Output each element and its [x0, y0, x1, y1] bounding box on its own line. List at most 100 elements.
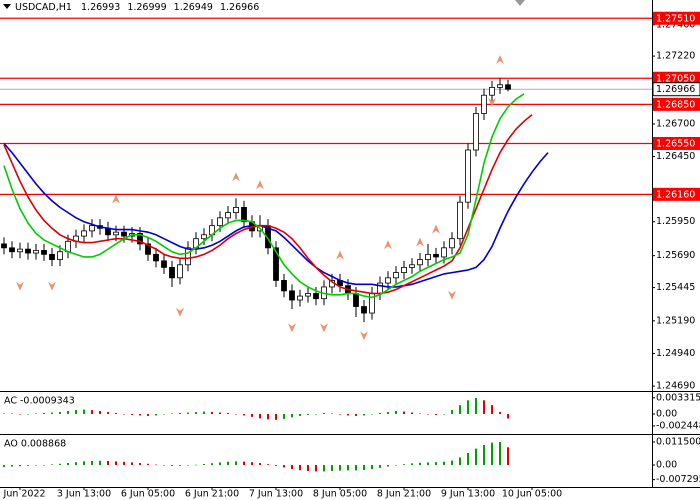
fractal-down [360, 331, 368, 341]
candle-body [137, 233, 143, 245]
indicator-bar [19, 413, 21, 415]
symbol-menu-icon[interactable] [3, 4, 11, 9]
indicator-bar [395, 411, 397, 414]
indicator-bar [147, 413, 149, 416]
indicator-bar [27, 465, 29, 466]
candle-body [385, 277, 391, 284]
y-tick-label: 1.24690 [656, 381, 695, 392]
candle-body [273, 247, 279, 281]
indicator-bar [155, 464, 157, 466]
indicator-bar [163, 413, 165, 415]
chart-header: USDCAD,H1 1.26993 1.26999 1.26949 1.2696… [15, 2, 259, 13]
indicator-bar [171, 465, 173, 466]
indicator-bar [499, 412, 501, 414]
candle-body [233, 206, 239, 214]
indicator-bar [411, 412, 413, 414]
indicator-bar [75, 410, 77, 414]
y-tick-label: 1.25690 [656, 250, 695, 261]
indicator-bar [459, 457, 461, 465]
fractal-down [16, 281, 24, 291]
indicator-bar [403, 411, 405, 414]
fractal-up [256, 180, 264, 190]
indicator-bar [35, 413, 37, 414]
indicator-bar [355, 413, 357, 416]
indicator-bar [19, 465, 21, 467]
y-tick-label: 1.27460 [656, 19, 695, 30]
indicator-bar [323, 413, 325, 414]
header-value: 1.26966 [220, 2, 259, 13]
indicator-bar [67, 463, 69, 465]
indicator-bar [491, 442, 493, 465]
candle-body [313, 293, 319, 300]
indicator-bar [371, 465, 373, 469]
indicator-bar [331, 413, 333, 414]
fractal-up [336, 250, 344, 260]
frame [0, 0, 700, 488]
x-tick-label: 6 Jun 21:00 [185, 489, 239, 500]
y-tick-label: 1.25190 [656, 315, 695, 326]
level-label: 1.27510 [656, 13, 695, 24]
level-label-box [653, 187, 700, 201]
candle-body [177, 264, 183, 279]
indicator-bar [363, 465, 365, 470]
fractal-up [384, 240, 392, 250]
indicator-bar [107, 461, 109, 465]
indicator-bar [275, 413, 277, 420]
indicator-bar [123, 461, 125, 465]
fractal-up [232, 172, 240, 182]
y-tick-label: 0.00 [656, 408, 677, 419]
indicator-bar [339, 465, 341, 471]
indicator-bar [139, 413, 141, 416]
candle-body [441, 247, 447, 258]
indicator-bar [291, 413, 293, 418]
candle-body [433, 253, 439, 258]
y-tick-label: 1.24940 [656, 348, 695, 359]
fractal-down [488, 97, 496, 107]
indicator-bar [219, 462, 221, 465]
indicator-bar [67, 411, 69, 414]
candle-body [17, 248, 23, 253]
indicator-bar [427, 413, 429, 415]
indicator-bar [147, 463, 149, 465]
indicator-bar [283, 465, 285, 468]
indicator-bar [315, 465, 317, 472]
indicator-bar [3, 465, 5, 467]
indicator-bar [3, 413, 5, 414]
indicator-bar [243, 461, 245, 465]
candle-body [417, 259, 423, 266]
indicator-bar [379, 465, 381, 468]
indicator-bar [291, 465, 293, 469]
indicator-bar [251, 462, 253, 465]
current-price-label: 1.26966 [656, 84, 695, 95]
indicator-bar [179, 465, 181, 466]
level-label-box [653, 97, 700, 111]
fractal-down [48, 281, 56, 291]
indicator-bar [347, 465, 349, 471]
indicator-bar [51, 412, 53, 414]
indicator-bar [267, 464, 269, 465]
indicator-bar [131, 413, 133, 415]
indicator-bar [99, 460, 101, 465]
y-tick-label: 1.25445 [656, 282, 695, 293]
candle-body [33, 250, 39, 254]
scroll-marker [515, 0, 525, 6]
x-tick-label: 9 Jun 13:00 [441, 489, 495, 500]
indicator-bar [315, 413, 317, 415]
indicator-bar [211, 412, 213, 414]
indicator-bar [307, 413, 309, 415]
indicator-bar [91, 410, 93, 414]
indicator-bar [259, 413, 261, 419]
candle-body [497, 84, 503, 88]
indicator-bar [83, 461, 85, 465]
y-tick-label: 1.25950 [656, 216, 695, 227]
x-tick-label: 2 Jun 2022 [0, 489, 46, 500]
candle-body [457, 201, 463, 240]
candle-body [281, 280, 287, 292]
candle-body [161, 260, 167, 268]
indicator-bar [11, 413, 13, 414]
candle-body [505, 84, 511, 90]
indicator-bar [59, 463, 61, 465]
candle-body [449, 238, 455, 249]
indicator-bar [115, 413, 117, 414]
indicator-bar [171, 413, 173, 414]
